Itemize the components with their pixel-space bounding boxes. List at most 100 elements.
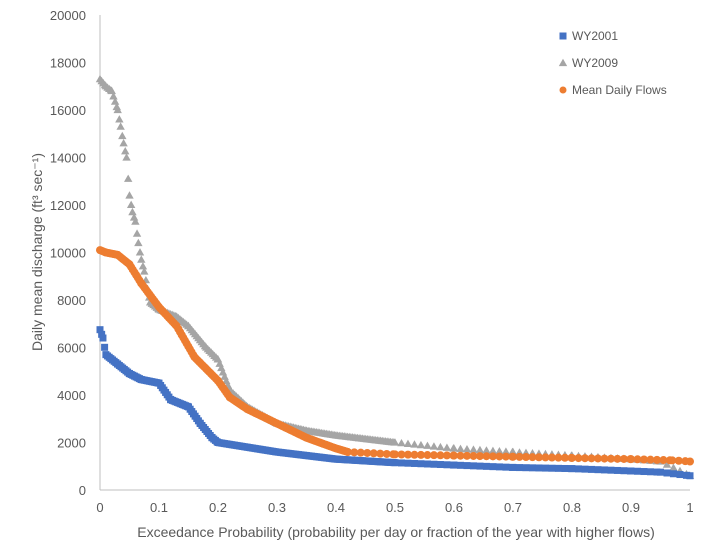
data-point <box>475 445 485 454</box>
x-tick-label: 0.7 <box>504 500 522 515</box>
x-tick-label: 0.5 <box>386 500 404 515</box>
x-axis-label: Exceedance Probability (probability per … <box>137 524 654 540</box>
data-point <box>502 463 510 471</box>
data-point <box>109 92 118 100</box>
x-tick-label: 0.8 <box>563 500 581 515</box>
data-point <box>98 330 106 338</box>
data-point <box>482 452 491 461</box>
data-point <box>397 438 406 447</box>
data-point <box>462 445 472 453</box>
data-point <box>501 447 511 455</box>
data-point <box>134 238 143 247</box>
data-point <box>653 468 661 476</box>
series-mean-daily-flows <box>96 246 694 466</box>
data-point <box>138 262 148 270</box>
data-point <box>613 466 621 474</box>
data-point <box>646 455 655 464</box>
data-point <box>541 464 549 472</box>
data-point <box>587 465 595 473</box>
data-point <box>469 445 478 453</box>
data-point <box>593 454 602 463</box>
data-point <box>99 334 107 342</box>
data-point <box>442 443 452 451</box>
data-point <box>443 461 451 469</box>
y-tick-label: 12000 <box>50 198 86 213</box>
data-point <box>509 463 517 471</box>
data-point <box>489 463 497 471</box>
series-wy2001 <box>96 326 694 480</box>
y-axis-label: Daily mean discharge (ft³ sec⁻¹) <box>29 153 45 351</box>
y-tick-label: 2000 <box>57 436 86 451</box>
data-point <box>417 460 425 468</box>
data-point <box>397 450 406 459</box>
data-point <box>561 464 569 472</box>
legend-label: Mean Daily Flows <box>572 83 667 97</box>
data-point <box>669 470 677 478</box>
data-point <box>613 454 622 463</box>
data-point <box>669 463 678 471</box>
data-point <box>126 200 136 208</box>
data-point <box>528 464 536 472</box>
data-point <box>442 451 451 460</box>
data-point <box>363 448 372 457</box>
data-point <box>495 463 503 471</box>
data-point <box>391 450 399 459</box>
data-point <box>423 460 431 468</box>
data-point <box>403 439 413 447</box>
data-point <box>682 471 690 479</box>
data-point <box>488 452 497 461</box>
data-point <box>547 453 556 462</box>
data-point <box>430 460 438 468</box>
data-point <box>495 452 504 461</box>
data-point <box>676 471 684 479</box>
data-point <box>397 459 405 467</box>
data-point <box>129 213 139 221</box>
data-point <box>462 451 471 460</box>
data-point <box>416 440 426 449</box>
data-point <box>410 440 419 448</box>
x-tick-label: 0.3 <box>268 500 286 515</box>
data-point <box>410 450 419 459</box>
data-point <box>456 444 465 452</box>
data-point <box>627 455 635 464</box>
data-point <box>469 451 478 460</box>
data-point <box>416 450 425 459</box>
data-point <box>456 451 465 460</box>
data-point <box>619 454 628 463</box>
data-point <box>450 461 458 469</box>
data-point <box>113 105 122 114</box>
data-point <box>403 450 412 459</box>
data-point <box>390 438 400 446</box>
data-point <box>131 217 140 225</box>
data-point <box>482 462 490 470</box>
data-point <box>568 453 576 462</box>
data-point <box>382 449 391 458</box>
data-point <box>534 453 543 462</box>
data-point <box>594 466 602 474</box>
data-point <box>495 446 504 455</box>
y-tick-label: 20000 <box>50 8 86 23</box>
data-point <box>376 449 385 458</box>
y-tick-label: 0 <box>79 483 86 498</box>
data-point <box>101 343 109 351</box>
x-tick-label: 0.4 <box>327 500 345 515</box>
data-point <box>449 444 459 452</box>
data-point <box>456 461 464 469</box>
data-point <box>646 468 654 476</box>
data-point <box>137 255 146 263</box>
data-point <box>369 449 378 458</box>
data-point <box>528 453 537 462</box>
data-point <box>96 326 104 334</box>
data-point <box>118 131 127 140</box>
data-point <box>574 454 583 463</box>
x-tick-label: 0.9 <box>622 500 640 515</box>
data-point <box>429 451 438 460</box>
data-point <box>107 86 116 95</box>
data-point <box>410 459 418 467</box>
data-point <box>663 469 671 477</box>
data-point <box>515 452 524 461</box>
x-tick-label: 0.2 <box>209 500 227 515</box>
data-point <box>132 229 142 237</box>
data-point <box>124 174 133 182</box>
data-point <box>607 466 615 474</box>
